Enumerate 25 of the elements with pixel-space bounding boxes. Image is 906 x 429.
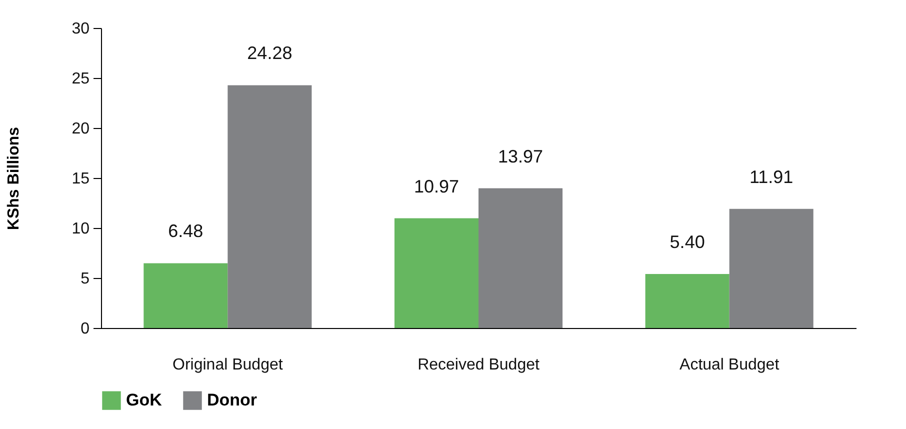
- y-tick-label: 10: [72, 220, 90, 238]
- x-tick-label: Received Budget: [418, 356, 540, 374]
- bar: [729, 208, 814, 328]
- y-tick-label: 25: [72, 70, 90, 88]
- data-label: 11.91: [749, 166, 794, 187]
- legend-label: GoK: [126, 390, 163, 410]
- x-tick-label: Actual Budget: [680, 356, 780, 374]
- bar: [478, 188, 563, 328]
- data-label: 5.40: [670, 232, 705, 252]
- data-label: 6.48: [168, 221, 204, 242]
- data-label: 10.97: [414, 176, 460, 196]
- bar: [394, 218, 478, 328]
- bar: [144, 263, 228, 328]
- bar: [645, 274, 730, 328]
- data-label: 13.97: [498, 146, 544, 166]
- y-tick-label: 15: [72, 170, 90, 188]
- bar: [228, 85, 312, 328]
- y-tick-label: 5: [80, 270, 90, 288]
- y-tick-label: 0: [80, 320, 90, 338]
- y-tick-label: 30: [72, 20, 90, 38]
- data-label: 24.28: [247, 43, 292, 64]
- y-tick-label: 20: [72, 120, 90, 138]
- y-axis-title: KShs Billions: [6, 126, 23, 230]
- x-tick-label: Original Budget: [172, 356, 284, 374]
- legend-label: Donor: [207, 390, 258, 410]
